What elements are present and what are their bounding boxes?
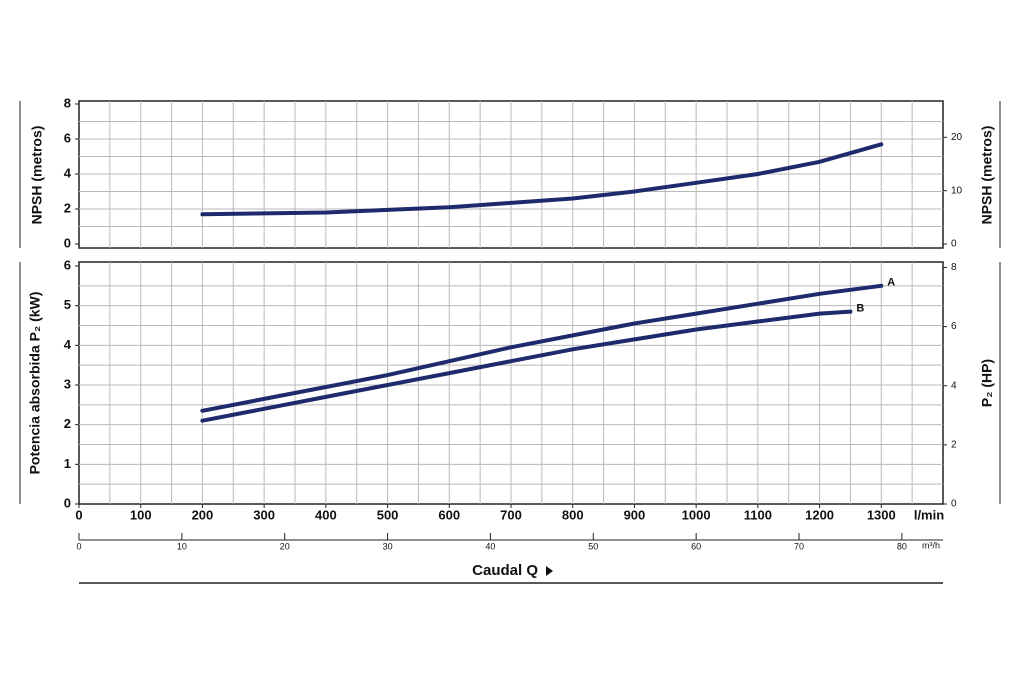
- x2-tick-label: 50: [588, 541, 598, 551]
- x2-tick-label: 20: [280, 541, 290, 551]
- y2-axis-title: P₂ (HP): [979, 359, 995, 407]
- x-tick-label: 500: [377, 507, 399, 522]
- x-unit: l/min: [914, 507, 944, 522]
- y2-tick-label: 20: [951, 132, 963, 143]
- series-label: B: [856, 303, 864, 315]
- x-axis-title: Caudal Q: [472, 562, 538, 579]
- y2-tick-label: 8: [951, 262, 957, 273]
- x2-tick-label: 0: [76, 541, 81, 551]
- x-tick-label: 1300: [867, 507, 896, 522]
- x-tick-label: 100: [130, 507, 152, 522]
- x-tick-label: 600: [438, 507, 460, 522]
- x-tick-label: 200: [192, 507, 214, 522]
- y-tick-label: 4: [64, 165, 72, 180]
- y-tick-label: 1: [64, 456, 71, 471]
- x2-tick-label: 60: [691, 541, 701, 551]
- x-tick-label: 1100: [744, 507, 772, 522]
- x-tick-label: 400: [315, 507, 337, 522]
- y-tick-label: 2: [64, 200, 71, 215]
- x-tick-label: 800: [562, 507, 584, 522]
- x-tick-label: 300: [253, 507, 275, 522]
- curve: [200, 142, 884, 217]
- y-tick-label: 3: [64, 376, 71, 391]
- series-label: A: [887, 277, 895, 289]
- x-tick-label: 900: [624, 507, 646, 522]
- y2-axis-title: NPSH (metros): [979, 126, 995, 225]
- y-tick-label: 6: [64, 257, 71, 272]
- y2-tick-label: 2: [951, 440, 957, 451]
- y2-tick-label: 0: [951, 239, 957, 250]
- y-tick-label: 0: [64, 495, 71, 510]
- y2-tick-label: 10: [951, 185, 963, 196]
- x2-tick-label: 10: [177, 541, 187, 551]
- y-tick-label: 5: [64, 297, 71, 312]
- arrow-icon: [546, 566, 553, 576]
- y-tick-label: 6: [64, 130, 71, 145]
- x2-tick-label: 30: [383, 541, 393, 551]
- y-axis-title: Potencia absorbida P₂ (kW): [27, 292, 43, 475]
- y-axis-title: NPSH (metros): [29, 126, 45, 225]
- x2-tick-label: 40: [485, 541, 495, 551]
- y2-tick-label: 0: [951, 499, 957, 510]
- y-tick-label: 4: [64, 337, 72, 352]
- x2-unit: m³/h: [922, 540, 940, 550]
- y-tick-label: 2: [64, 416, 71, 431]
- x2-tick-label: 70: [794, 541, 804, 551]
- y2-tick-label: 4: [951, 380, 957, 391]
- x-tick-label: 0: [75, 507, 82, 522]
- curve: [200, 309, 853, 423]
- x-tick-label: 1000: [682, 507, 711, 522]
- y2-tick-label: 6: [951, 321, 957, 332]
- y-tick-label: 8: [64, 95, 71, 110]
- curve: [200, 283, 884, 413]
- x2-tick-label: 80: [897, 541, 907, 551]
- x-tick-label: 700: [500, 507, 522, 522]
- y-tick-label: 0: [64, 235, 71, 250]
- x-tick-label: 1200: [805, 507, 834, 522]
